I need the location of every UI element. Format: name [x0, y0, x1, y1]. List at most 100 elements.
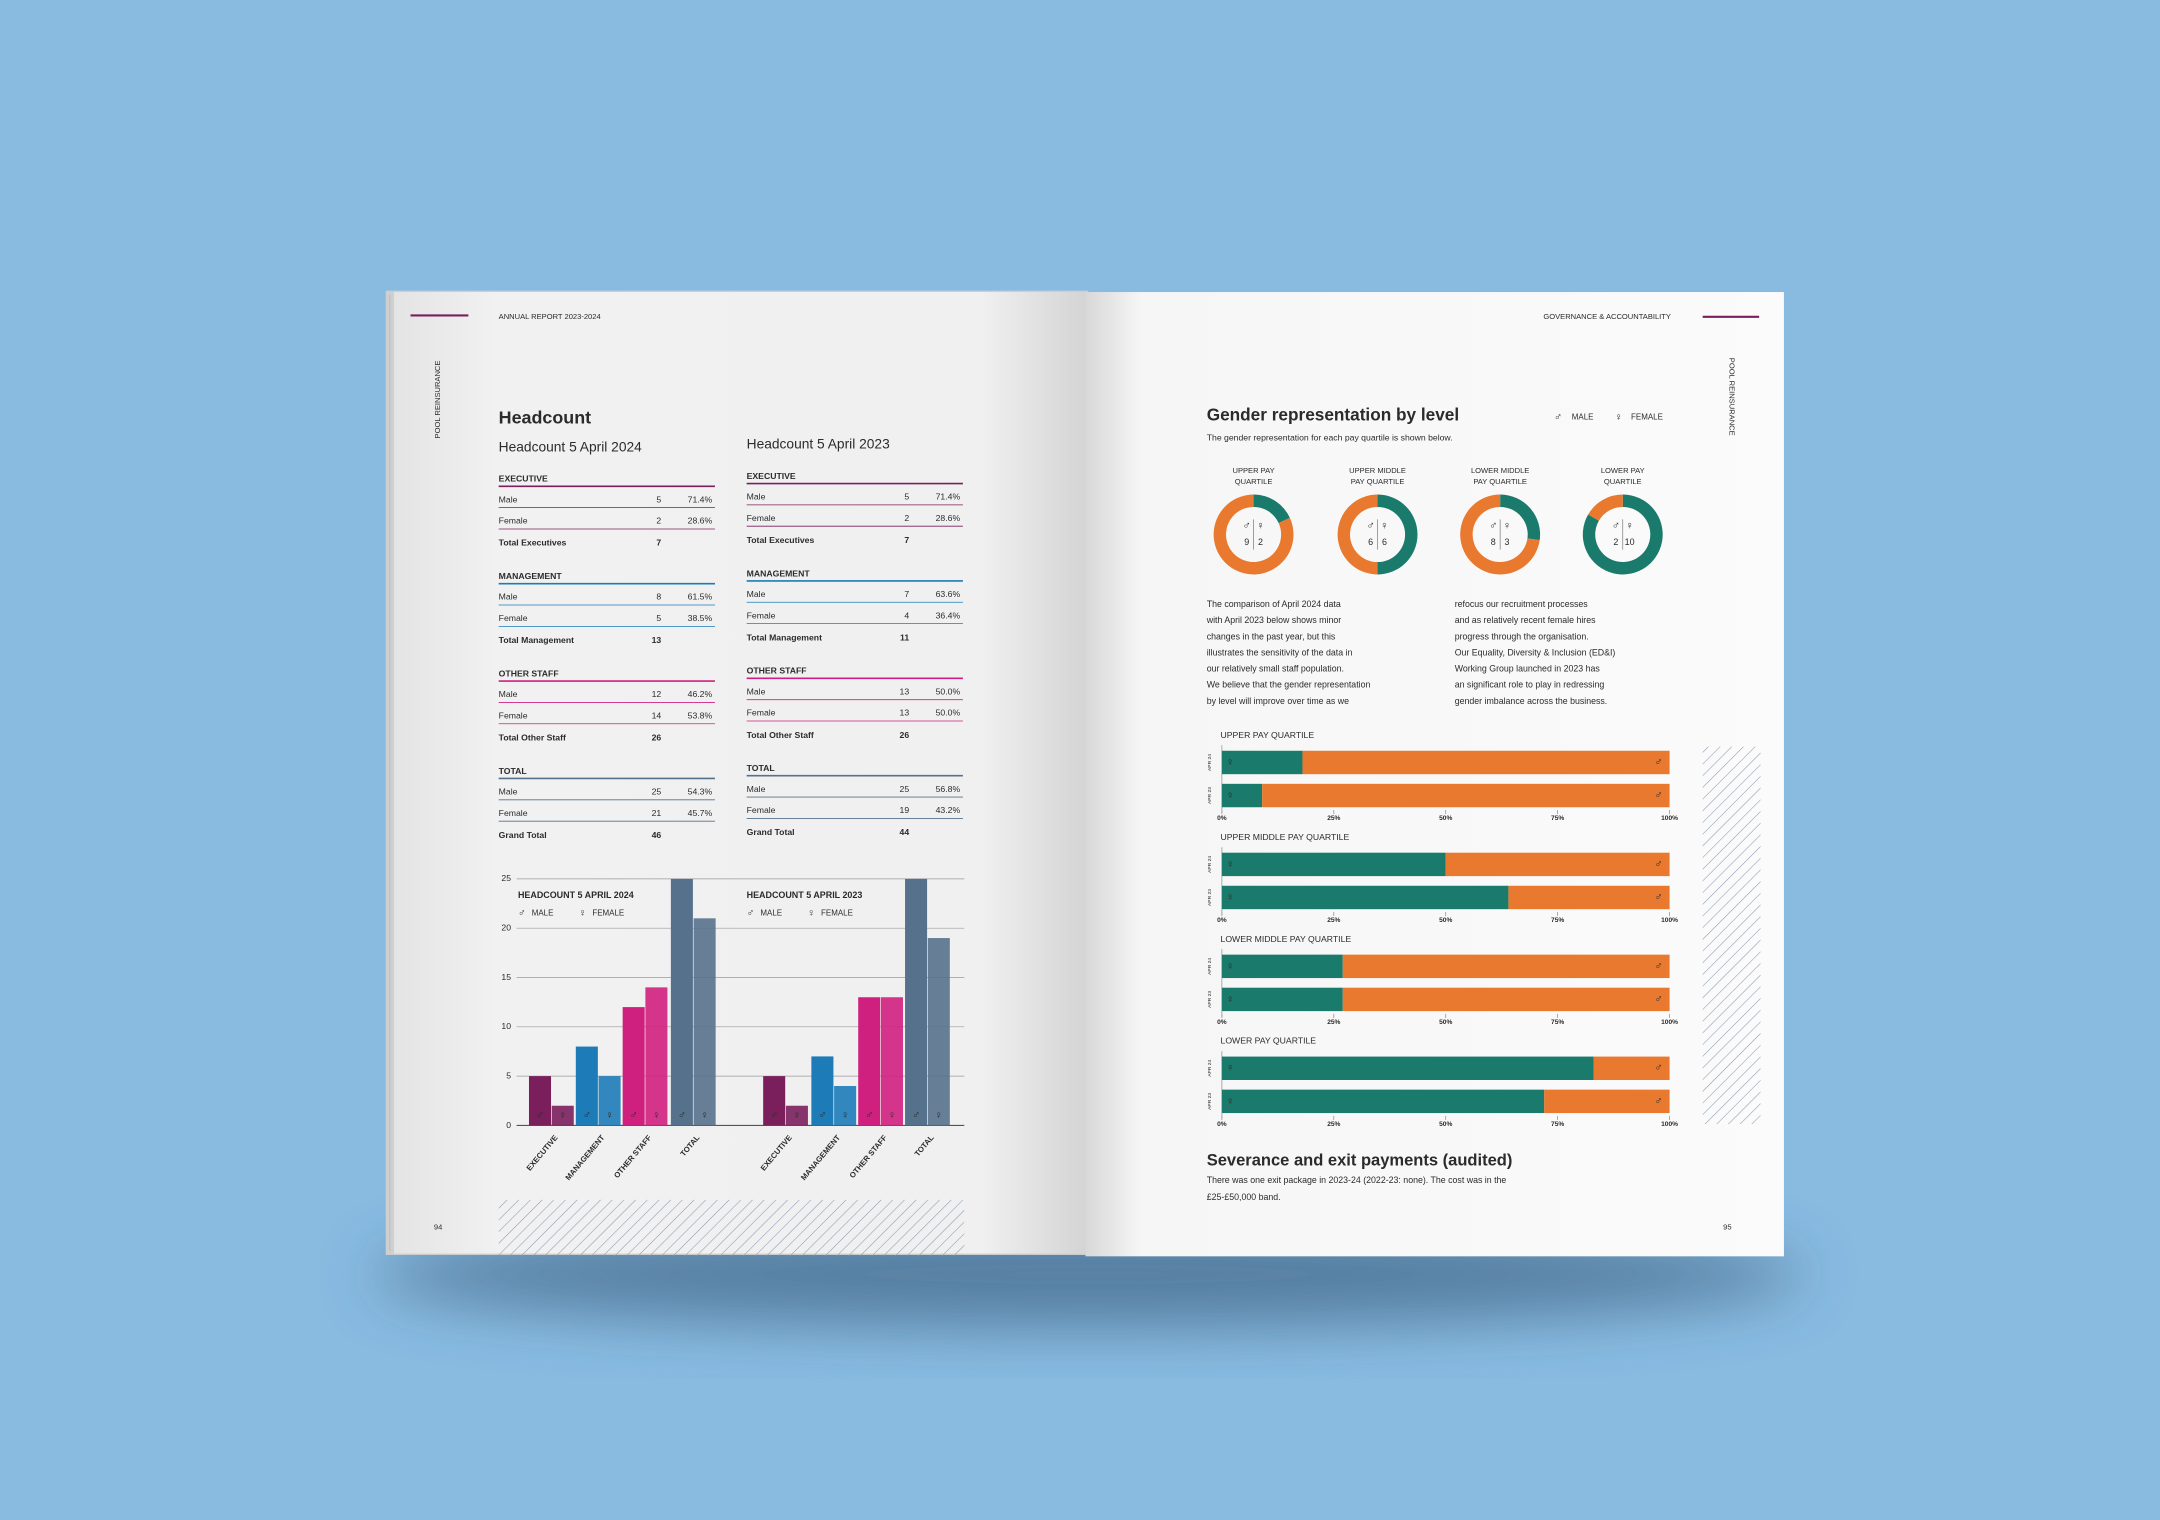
bar-symbol: ♂: [1654, 960, 1662, 972]
body-text: £25-£50,000 band.: [1207, 1192, 1281, 1202]
bar-segment: [1221, 954, 1343, 979]
row-count: 5: [656, 613, 661, 623]
body-text: an significant role to play in redressin…: [1455, 680, 1605, 690]
legend-label: MALE: [1572, 413, 1594, 422]
bar: [551, 1105, 574, 1126]
row-percent: 46.2%: [688, 689, 713, 699]
body-text: and as relatively recent female hires: [1455, 615, 1596, 625]
body-text: by level will improve over time as we: [1207, 696, 1349, 706]
row-percent: 38.5%: [688, 613, 713, 623]
row-percent: 63.6%: [936, 589, 961, 599]
bar-segment: [1302, 750, 1670, 775]
bar: [811, 1056, 834, 1126]
bar-symbol: ♀: [888, 1110, 896, 1122]
bar-segment: [1593, 1056, 1670, 1080]
x-tick-label: 100%: [1661, 815, 1678, 822]
bar-symbol: ♂: [912, 1110, 920, 1122]
row-label: Female: [499, 516, 528, 526]
x-tick-label: 75%: [1551, 1019, 1564, 1026]
section-heading: TOTAL: [747, 763, 776, 773]
row-percent: 56.8%: [936, 784, 961, 794]
section-heading: MANAGEMENT: [747, 568, 811, 578]
donut-label: PAY QUARTILE: [1351, 477, 1405, 486]
donut-label: UPPER PAY: [1232, 466, 1274, 475]
bar-symbol: ♀: [1226, 891, 1234, 903]
total-label: Total Management: [499, 635, 574, 645]
row-label: APR 24: [1207, 856, 1213, 873]
bar-symbol: ♂: [1654, 1095, 1662, 1107]
body-text: There was one exit package in 2023-24 (2…: [1207, 1175, 1507, 1185]
x-tick-label: 100%: [1661, 1121, 1678, 1128]
bar-segment: [1508, 885, 1670, 910]
row-label: Male: [747, 589, 766, 599]
row-count: 13: [900, 686, 910, 696]
bar-symbol: ♀: [841, 1110, 849, 1122]
body-text: The comparison of April 2024 data: [1207, 599, 1341, 609]
bar-symbol: ♀: [793, 1110, 801, 1122]
total-label: Grand Total: [499, 830, 547, 840]
y-tick-label: 20: [501, 922, 511, 932]
donut-segment: [1213, 494, 1294, 575]
row-percent: 61.5%: [688, 592, 713, 602]
bar: [575, 1046, 598, 1126]
row-percent: 45.7%: [688, 808, 713, 818]
bar: [763, 1076, 786, 1126]
total-label: Grand Total: [747, 827, 795, 837]
body-text: illustrates the sensitivity of the data …: [1207, 647, 1353, 657]
row-percent: 54.3%: [688, 787, 713, 797]
bar-symbol: ♂: [678, 1110, 686, 1122]
row-label: Female: [499, 808, 528, 818]
row-percent: 28.6%: [688, 516, 713, 526]
donut-symbol: ♂: [1367, 520, 1375, 532]
row-label: Female: [499, 613, 528, 623]
y-tick-label: 5: [506, 1070, 511, 1080]
donut-symbol: ♂: [1489, 520, 1497, 532]
bar-symbol: ♀: [935, 1110, 943, 1122]
x-tick-label: 25%: [1327, 815, 1340, 822]
row-label: Male: [747, 784, 766, 794]
row-label: APR 23: [1207, 1093, 1213, 1110]
row-label: Female: [499, 710, 528, 720]
side-label: POOL REINSURANCE: [433, 361, 442, 439]
bar-segment: [1262, 783, 1670, 808]
x-tick-label: 25%: [1327, 917, 1340, 924]
bar-symbol: ♀: [1226, 993, 1234, 1005]
bar-symbol: ♂: [1654, 891, 1662, 903]
x-tick-label: 50%: [1439, 1121, 1452, 1128]
section-heading: MANAGEMENT: [499, 571, 563, 581]
quartile-title: LOWER PAY QUARTILE: [1221, 1036, 1317, 1046]
x-tick-label: 100%: [1661, 1019, 1678, 1026]
legend-symbol: ♂: [747, 908, 755, 919]
total-count: 7: [904, 535, 909, 545]
row-count: 2: [656, 516, 661, 526]
bar-symbol: ♂: [1654, 993, 1662, 1005]
bar: [785, 1105, 808, 1126]
donut-symbol: ♂: [1612, 520, 1620, 532]
body-text: gender imbalance across the business.: [1455, 696, 1608, 706]
page-title: Gender representation by level: [1207, 405, 1459, 425]
bar-segment: [1221, 987, 1343, 1012]
donut-symbol: ♀: [1626, 520, 1634, 532]
donut-symbol: ♂: [1243, 520, 1251, 532]
running-head: ANNUAL REPORT 2023-2024: [499, 312, 601, 321]
row-count: 7: [904, 589, 909, 599]
x-tick-label: 25%: [1327, 1121, 1340, 1128]
bar-symbol: ♀: [1226, 1095, 1234, 1107]
bar-symbol: ♂: [865, 1110, 873, 1122]
bar-symbol: ♂: [770, 1110, 778, 1122]
row-label: APR 23: [1207, 889, 1213, 906]
legend-symbol: ♀: [579, 908, 587, 919]
x-tick-label: 75%: [1551, 1121, 1564, 1128]
chart-title: HEADCOUNT 5 APRIL 2024: [518, 890, 634, 900]
total-count: 46: [652, 830, 662, 840]
bar-segment: [1221, 852, 1446, 877]
bar-segment: [1221, 1089, 1545, 1114]
y-tick-label: 25: [501, 873, 511, 883]
table-title: Headcount 5 April 2024: [499, 439, 642, 454]
total-count: 44: [900, 827, 910, 837]
row-label: APR 24: [1207, 754, 1213, 771]
body-text: progress through the organisation.: [1455, 631, 1589, 641]
quartile-title: UPPER PAY QUARTILE: [1221, 730, 1315, 740]
x-tick-label: 25%: [1327, 1019, 1340, 1026]
